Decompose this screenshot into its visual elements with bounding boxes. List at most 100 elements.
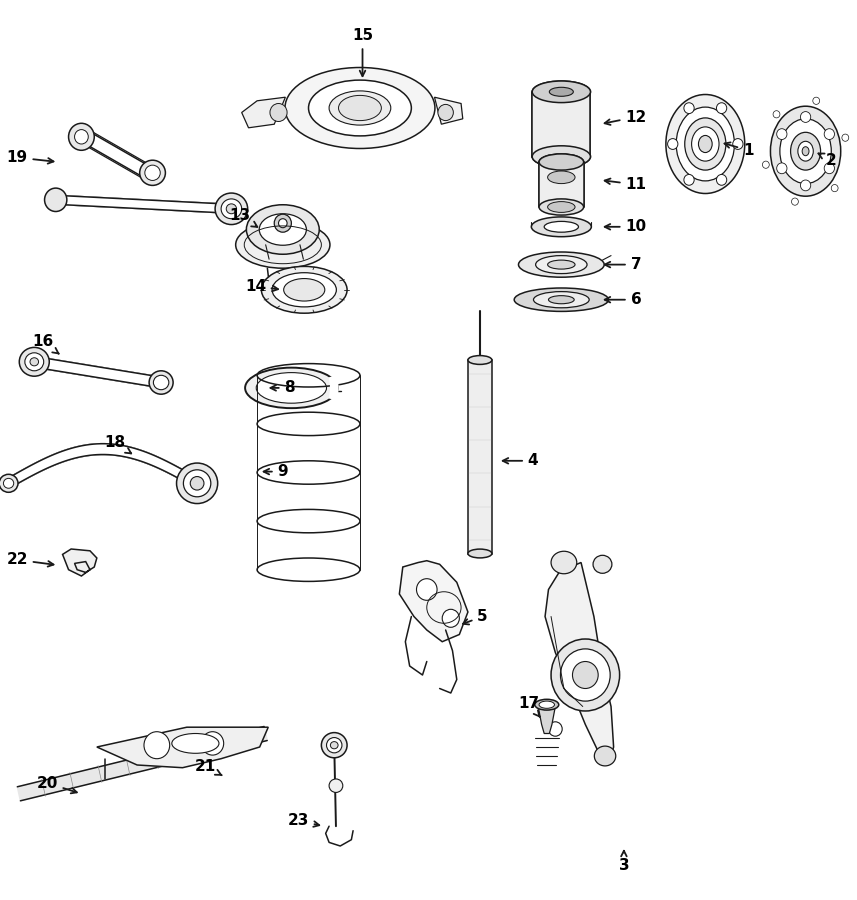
Ellipse shape xyxy=(329,91,391,125)
Ellipse shape xyxy=(776,163,787,174)
Ellipse shape xyxy=(442,609,459,627)
Text: 15: 15 xyxy=(352,29,373,76)
Polygon shape xyxy=(9,444,197,489)
Ellipse shape xyxy=(548,171,575,184)
Text: 18: 18 xyxy=(105,436,131,454)
Ellipse shape xyxy=(272,273,336,307)
Ellipse shape xyxy=(69,123,94,150)
Ellipse shape xyxy=(800,180,811,191)
Ellipse shape xyxy=(533,292,589,308)
Ellipse shape xyxy=(25,353,44,371)
Ellipse shape xyxy=(532,146,590,167)
Ellipse shape xyxy=(535,699,559,710)
Ellipse shape xyxy=(531,217,591,237)
Ellipse shape xyxy=(676,107,734,181)
Ellipse shape xyxy=(140,160,165,185)
Ellipse shape xyxy=(149,371,173,394)
Ellipse shape xyxy=(716,103,727,113)
Ellipse shape xyxy=(668,139,678,149)
Ellipse shape xyxy=(259,214,307,245)
Ellipse shape xyxy=(256,373,327,403)
Ellipse shape xyxy=(560,649,610,701)
Text: 13: 13 xyxy=(230,209,257,227)
Polygon shape xyxy=(434,97,463,124)
Ellipse shape xyxy=(684,103,694,113)
Text: 2: 2 xyxy=(818,153,836,167)
Wedge shape xyxy=(328,375,339,401)
Ellipse shape xyxy=(812,97,819,104)
Text: 1: 1 xyxy=(724,142,753,157)
Ellipse shape xyxy=(800,112,811,122)
Ellipse shape xyxy=(183,470,211,497)
Text: 20: 20 xyxy=(37,776,77,793)
Ellipse shape xyxy=(539,154,584,170)
Ellipse shape xyxy=(532,81,590,103)
Ellipse shape xyxy=(780,119,831,184)
Text: 6: 6 xyxy=(605,292,641,307)
Polygon shape xyxy=(78,130,156,179)
Ellipse shape xyxy=(776,129,787,140)
Text: 22: 22 xyxy=(6,553,53,567)
Polygon shape xyxy=(538,706,555,733)
Ellipse shape xyxy=(236,221,330,268)
Polygon shape xyxy=(17,726,267,801)
Ellipse shape xyxy=(417,579,437,600)
Ellipse shape xyxy=(549,87,573,96)
Text: 23: 23 xyxy=(288,814,320,828)
Ellipse shape xyxy=(226,203,237,214)
Ellipse shape xyxy=(539,701,554,708)
Ellipse shape xyxy=(468,549,492,558)
Ellipse shape xyxy=(548,260,575,269)
Ellipse shape xyxy=(684,175,694,185)
Ellipse shape xyxy=(327,738,342,752)
Text: 16: 16 xyxy=(33,335,59,354)
Ellipse shape xyxy=(716,175,727,185)
Ellipse shape xyxy=(245,368,338,409)
Ellipse shape xyxy=(19,347,49,376)
Bar xyxy=(468,360,492,554)
Ellipse shape xyxy=(544,221,578,232)
Ellipse shape xyxy=(285,68,434,148)
Ellipse shape xyxy=(594,746,615,766)
Ellipse shape xyxy=(284,279,325,301)
Text: 10: 10 xyxy=(605,220,646,234)
Ellipse shape xyxy=(274,214,291,232)
Polygon shape xyxy=(545,562,614,765)
Text: 9: 9 xyxy=(264,464,288,479)
Ellipse shape xyxy=(190,477,204,490)
Text: 8: 8 xyxy=(271,381,295,395)
Ellipse shape xyxy=(773,111,780,118)
Ellipse shape xyxy=(551,551,577,574)
Ellipse shape xyxy=(144,732,170,759)
Ellipse shape xyxy=(539,154,584,170)
Text: 19: 19 xyxy=(7,150,53,165)
Ellipse shape xyxy=(270,104,287,122)
Polygon shape xyxy=(34,356,161,388)
Ellipse shape xyxy=(45,188,67,212)
Ellipse shape xyxy=(698,136,712,152)
Text: 7: 7 xyxy=(605,257,641,272)
Polygon shape xyxy=(63,549,97,576)
Ellipse shape xyxy=(215,193,248,224)
Ellipse shape xyxy=(802,147,809,156)
Bar xyxy=(539,162,584,207)
Polygon shape xyxy=(242,97,285,128)
Polygon shape xyxy=(399,561,468,642)
Ellipse shape xyxy=(279,219,287,228)
Text: 12: 12 xyxy=(604,110,646,125)
Ellipse shape xyxy=(666,94,745,194)
Ellipse shape xyxy=(824,163,835,174)
Ellipse shape xyxy=(572,662,598,688)
Ellipse shape xyxy=(309,80,411,136)
Text: 17: 17 xyxy=(518,697,540,716)
Ellipse shape xyxy=(842,134,848,141)
Ellipse shape xyxy=(3,479,14,488)
Ellipse shape xyxy=(593,555,612,573)
Text: 14: 14 xyxy=(245,279,278,293)
Ellipse shape xyxy=(551,639,620,711)
Ellipse shape xyxy=(763,161,770,168)
Ellipse shape xyxy=(790,132,820,170)
Text: 5: 5 xyxy=(463,609,488,625)
Text: 11: 11 xyxy=(605,177,646,192)
Ellipse shape xyxy=(153,375,169,390)
